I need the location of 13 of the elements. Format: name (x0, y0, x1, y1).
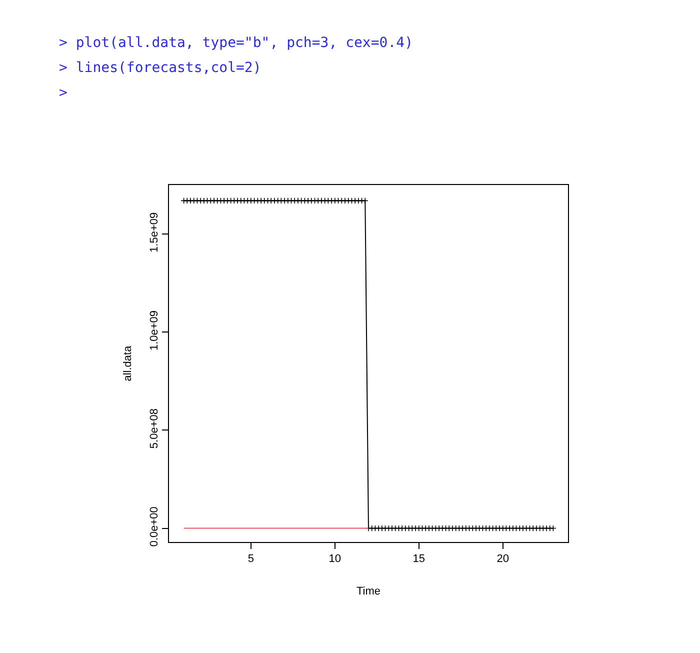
text: > lines(forecasts,col=2) (59, 60, 262, 76)
y-axis-title: all.data (122, 344, 134, 382)
y-tick-label: 1.5e+09 (148, 212, 161, 252)
x-tick-label: 15 (412, 553, 426, 566)
y-tick-label: 0.0e+00 (148, 506, 161, 547)
text: > plot(all.data, type="b", pch=3, cex=0.4) (59, 35, 414, 51)
x-tick-label: 10 (328, 553, 342, 566)
x-axis-title: Time (356, 585, 381, 598)
x-tick-label: 5 (248, 553, 254, 566)
y-tick-label: 5.0e+08 (148, 408, 161, 449)
y-tick-label: 1.0e+09 (148, 310, 161, 351)
x-tick-label: 20 (496, 553, 509, 566)
text: > (59, 85, 68, 101)
